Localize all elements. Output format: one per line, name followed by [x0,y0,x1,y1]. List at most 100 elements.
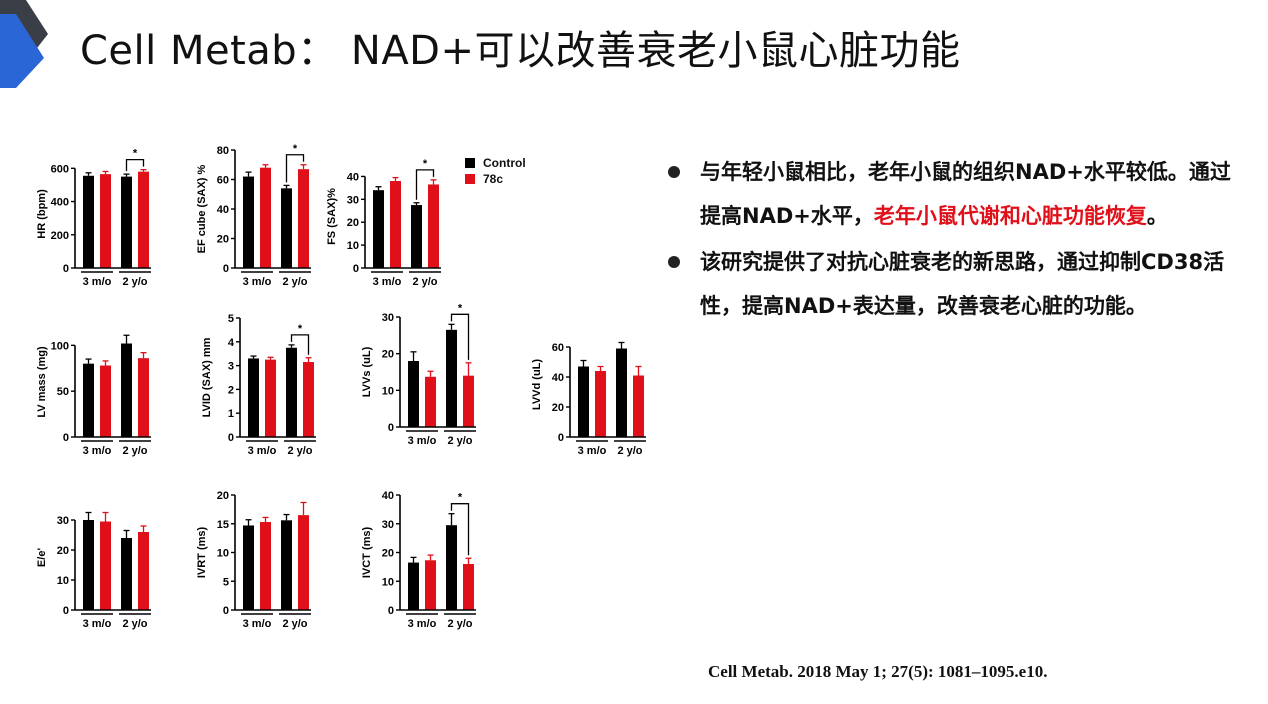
bar-chart: LVVs (uL) 0 10 20 30 3 m/o 2 y/o * [361,302,476,447]
bar [446,525,457,610]
y-tick-label: 3 [228,361,234,373]
bar-chart: HR (bpm) 0 200 400 600 3 m/o 2 y/o * [36,148,151,288]
y-axis-label: LVVs (uL) [361,346,373,397]
y-tick-label: 20 [217,234,229,246]
y-tick-label: 30 [382,312,394,324]
bar-chart: IVRT (ms) 0 5 10 15 20 3 m/o 2 y/o [196,490,311,630]
y-axis-label: IVRT (ms) [196,526,208,578]
legend-swatch-control [465,158,475,168]
group-label: 3 m/o [83,618,112,630]
y-tick-label: 0 [353,263,359,275]
bar [303,362,314,437]
bar [281,188,292,268]
bar [100,521,111,610]
citation: Cell Metab. 2018 May 1; 27(5): 1081–1095… [708,662,1048,681]
y-tick-label: 0 [63,432,69,444]
y-tick-label: 30 [347,194,359,206]
bar [243,525,254,610]
significance-bracket [450,313,470,360]
y-tick-label: 5 [223,576,229,588]
significance-label: * [293,143,298,155]
group-label: 2 y/o [447,435,472,447]
y-tick-label: 2 [228,384,234,396]
bar [463,375,474,427]
y-axis-label: E/e' [36,548,48,568]
bullet-dot-icon [668,256,680,268]
y-tick-label: 0 [223,263,229,275]
bar [100,174,111,268]
group-label: 3 m/o [243,618,272,630]
y-tick-label: 5 [228,313,234,325]
group-label: 3 m/o [408,435,437,447]
bar [243,176,254,268]
y-tick-label: 20 [382,349,394,361]
significance-label: * [133,148,138,160]
significance-label: * [458,302,463,314]
bar [595,371,606,437]
y-tick-label: 0 [558,432,564,444]
bar [390,181,401,268]
bar [83,520,94,610]
group-label: 2 y/o [282,618,307,630]
y-tick-label: 20 [382,548,394,560]
y-tick-label: 40 [382,490,394,502]
y-axis-label: LVVd (uL) [531,359,543,410]
y-tick-label: 15 [217,519,229,531]
bar [616,348,627,437]
bar [260,522,271,610]
bar [83,363,94,437]
bar [298,169,309,268]
chart-legend: Control 78c [465,155,526,187]
y-tick-label: 20 [57,545,69,557]
significance-bracket [415,169,435,200]
page-title: Cell Metab： NAD+可以改善衰老小鼠心脏功能 [80,28,961,74]
legend-item-control: Control [465,155,526,171]
significance-bracket [285,154,305,183]
y-tick-label: 20 [552,402,564,414]
y-tick-label: 40 [552,372,564,384]
bar-chart: LV mass (mg) 0 50 100 3 m/o 2 y/o [36,334,151,457]
y-tick-label: 60 [217,175,229,187]
legend-swatch-78c [465,174,475,184]
y-tick-label: 50 [57,386,69,398]
legend-label-control: Control [483,156,526,170]
bar-chart: IVCT (ms) 0 10 20 30 40 3 m/o 2 y/o * [361,490,476,630]
bullet-highlight-text: 老年小鼠代谢和心脏功能恢复 [873,204,1147,228]
bar [286,347,297,437]
y-tick-label: 1 [228,408,234,420]
y-tick-label: 10 [57,575,69,587]
group-label: 2 y/o [282,276,307,288]
bar [121,343,132,437]
bar [425,560,436,610]
y-axis-label: FS (SAX)% [326,188,338,245]
bar-chart: EF cube (SAX) % 0 20 40 60 80 3 m/o 2 y/o * [196,143,311,288]
legend-item-78c: 78c [465,171,526,187]
group-label: 3 m/o [578,445,607,457]
significance-label: * [298,323,303,335]
bar [138,532,149,610]
bullet-list: 与年轻小鼠相比，老年小鼠的组织NAD+水平较低。通过提高NAD+水平，老年小鼠代… [668,150,1248,330]
bar [138,171,149,268]
y-tick-label: 0 [63,605,69,617]
y-tick-label: 10 [382,385,394,397]
y-tick-label: 0 [223,605,229,617]
group-label: 2 y/o [412,276,437,288]
significance-label: * [458,492,463,504]
bullet-item: 与年轻小鼠相比，老年小鼠的组织NAD+水平较低。通过提高NAD+水平，老年小鼠代… [668,150,1248,238]
group-label: 3 m/o [243,276,272,288]
bar [373,190,384,268]
significance-bracket [290,334,310,355]
y-tick-label: 10 [347,240,359,252]
bar [248,358,259,437]
bullet-text-part: 。 [1146,204,1168,228]
bar [83,175,94,268]
y-axis-label: EF cube (SAX) % [196,164,208,253]
y-tick-label: 60 [552,342,564,354]
bullet-dot-icon [668,166,680,178]
corner-decoration [0,0,48,88]
bar [408,562,419,610]
y-tick-label: 30 [57,515,69,527]
y-tick-label: 0 [388,422,394,434]
group-label: 2 y/o [122,618,147,630]
y-axis-label: IVCT (ms) [361,526,373,578]
